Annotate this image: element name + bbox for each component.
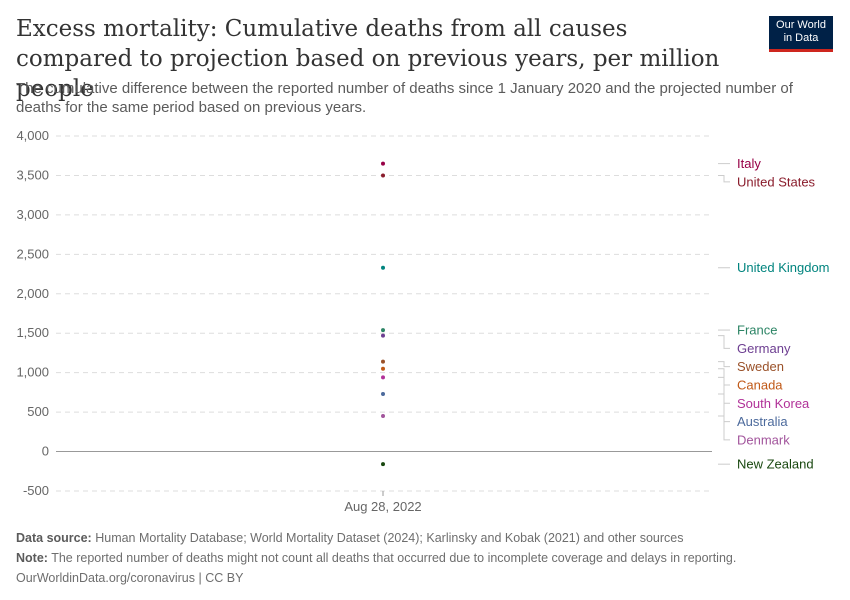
owid-logo[interactable]: Our World in Data xyxy=(769,16,833,52)
series-label[interactable]: United Kingdom xyxy=(737,260,830,275)
label-connector xyxy=(718,335,730,349)
data-point[interactable] xyxy=(381,265,385,270)
series-label[interactable]: South Korea xyxy=(737,396,810,411)
y-tick-label: 500 xyxy=(27,404,49,419)
series-label[interactable]: Canada xyxy=(737,377,783,392)
footer-url[interactable]: OurWorldinData.org/coronavirus | CC BY xyxy=(16,571,244,585)
data-point[interactable] xyxy=(381,173,385,178)
label-connector xyxy=(718,376,730,404)
logo-line-2: in Data xyxy=(783,32,819,44)
series-label[interactable]: France xyxy=(737,323,777,338)
source-text: Human Mortality Database; World Mortalit… xyxy=(95,531,684,545)
series-label[interactable]: Sweden xyxy=(737,359,784,374)
chart-title: Excess mortality: Cumulative deaths from… xyxy=(16,16,720,102)
data-points xyxy=(381,161,385,467)
y-tick-label: 4,000 xyxy=(16,128,49,143)
logo-line-1: Our World xyxy=(776,19,826,31)
data-point[interactable] xyxy=(381,366,385,371)
data-point[interactable] xyxy=(381,333,385,338)
x-axis: Aug 28, 2022 xyxy=(344,491,422,514)
series-label[interactable]: Denmark xyxy=(737,432,790,447)
data-point[interactable] xyxy=(381,462,385,467)
series-label[interactable]: United States xyxy=(737,174,816,189)
data-point[interactable] xyxy=(381,391,385,396)
series-labels: Italy United States United Kingdom France Ge… xyxy=(718,156,830,472)
label-connector xyxy=(718,393,730,423)
note-label: Note: xyxy=(16,551,48,565)
y-tick-label: 0 xyxy=(42,444,49,459)
note-text: The reported number of deaths might not … xyxy=(51,551,737,565)
series-label[interactable]: Italy xyxy=(737,156,761,171)
data-point[interactable] xyxy=(381,359,385,364)
data-point[interactable] xyxy=(381,414,385,419)
gridlines xyxy=(56,135,712,492)
series-label[interactable]: Australia xyxy=(737,414,788,429)
y-tick-label: 2,000 xyxy=(16,286,49,301)
label-connector xyxy=(718,368,730,386)
source-line: Data source: Human Mortality Database; W… xyxy=(16,528,836,548)
label-connector xyxy=(718,361,730,368)
y-tick-label: 1,500 xyxy=(16,325,49,340)
y-tick-label: -500 xyxy=(23,483,49,498)
x-tick-label: Aug 28, 2022 xyxy=(344,499,421,514)
label-connector xyxy=(718,174,730,183)
data-point[interactable] xyxy=(381,161,385,166)
chart-area: -500 0 500 1,000 1,500 2,000 2,500 3,000 3,500 4,… xyxy=(16,128,830,514)
label-connector xyxy=(718,415,730,441)
chart-footer: Data source: Human Mortality Database; W… xyxy=(16,528,836,588)
source-label: Data source: xyxy=(16,531,92,545)
series-label[interactable]: Germany xyxy=(737,341,791,356)
y-tick-label: 3,000 xyxy=(16,207,49,222)
chart-subtitle: The cumulative difference between the re… xyxy=(16,80,793,116)
note-line: Note: The reported number of deaths migh… xyxy=(16,548,836,568)
y-tick-label: 2,500 xyxy=(16,246,49,261)
series-label[interactable]: New Zealand xyxy=(737,457,814,472)
y-tick-label: 1,000 xyxy=(16,365,49,380)
y-axis-ticks: -500 0 500 1,000 1,500 2,000 2,500 3,000 3,500 4,… xyxy=(16,128,49,498)
y-tick-label: 3,500 xyxy=(16,167,49,182)
data-point[interactable] xyxy=(381,375,385,380)
data-point[interactable] xyxy=(381,328,385,333)
